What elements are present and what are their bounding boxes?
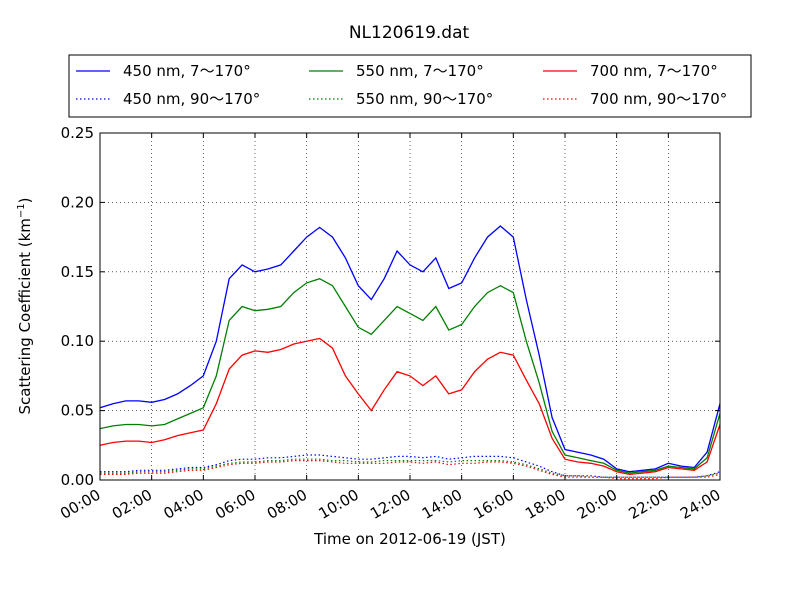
x-tick-label: 04:00: [160, 486, 206, 523]
x-tick-label: 00:00: [57, 486, 103, 523]
y-tick-label: 0.20: [61, 193, 94, 211]
y-axis-label-main: Scattering Coefficient (km: [16, 218, 34, 414]
y-axis-label-sup: −1: [16, 203, 27, 218]
x-tick-label: 06:00: [212, 486, 258, 523]
x-tick-label: 14:00: [419, 486, 465, 523]
x-tick-label: 16:00: [470, 486, 516, 523]
legend-label: 450 nm, 7～170°: [123, 62, 251, 80]
y-tick-label: 0.10: [61, 332, 94, 350]
x-tick-label: 02:00: [109, 486, 155, 523]
y-tick-label: 0.00: [61, 471, 94, 489]
x-tick-label: 20:00: [574, 486, 620, 523]
legend-label: 450 nm, 90～170°: [123, 90, 260, 108]
x-tick-label: 12:00: [367, 486, 413, 523]
series-line: [99, 277, 721, 474]
legend-label: 700 nm, 7～170°: [590, 62, 718, 80]
x-tick-label: 08:00: [264, 486, 310, 523]
y-tick-label: 0.25: [61, 124, 94, 142]
legend-label: 550 nm, 90～170°: [356, 90, 493, 108]
legend-label: 550 nm, 7～170°: [356, 62, 484, 80]
legend-label: 700 nm, 90～170°: [590, 90, 727, 108]
x-axis-label: Time on 2012-06-19 (JST): [313, 530, 506, 548]
chart-title: NL120619.dat: [349, 23, 470, 43]
y-axis-label-close: ): [16, 197, 34, 203]
ticks: 00:00 02:00 04:00 06:00 08:00 10:00 12:00 14:00…: [57, 124, 723, 523]
legend: 450 nm, 7～170° 550 nm, 7～170° 700 nm, 7～17…: [76, 62, 727, 108]
series-line: [99, 337, 721, 476]
x-tick-label: 22:00: [625, 486, 671, 523]
y-tick-label: 0.15: [61, 263, 94, 281]
series-line: [99, 225, 721, 473]
x-tick-label: 18:00: [522, 486, 568, 523]
y-tick-label: 0.05: [61, 402, 94, 420]
series-group: [99, 225, 721, 480]
legend-box: [68, 54, 752, 118]
x-tick-label: 10:00: [315, 486, 361, 523]
grid: [100, 133, 720, 480]
y-axis-label: Scattering Coefficient (km−1): [16, 197, 34, 414]
x-tick-label: 24:00: [677, 486, 723, 523]
